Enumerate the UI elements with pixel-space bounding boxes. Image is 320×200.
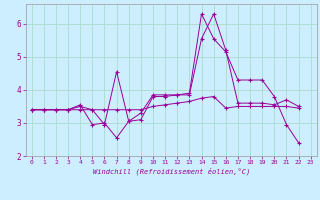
X-axis label: Windchill (Refroidissement éolien,°C): Windchill (Refroidissement éolien,°C): [92, 168, 250, 175]
